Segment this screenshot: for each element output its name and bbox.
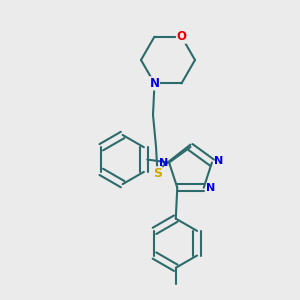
Text: N: N [159,158,168,167]
Text: O: O [176,30,187,43]
Text: N: N [149,77,160,90]
Text: N: N [214,156,223,166]
Text: S: S [153,167,162,180]
Text: N: N [206,183,215,193]
